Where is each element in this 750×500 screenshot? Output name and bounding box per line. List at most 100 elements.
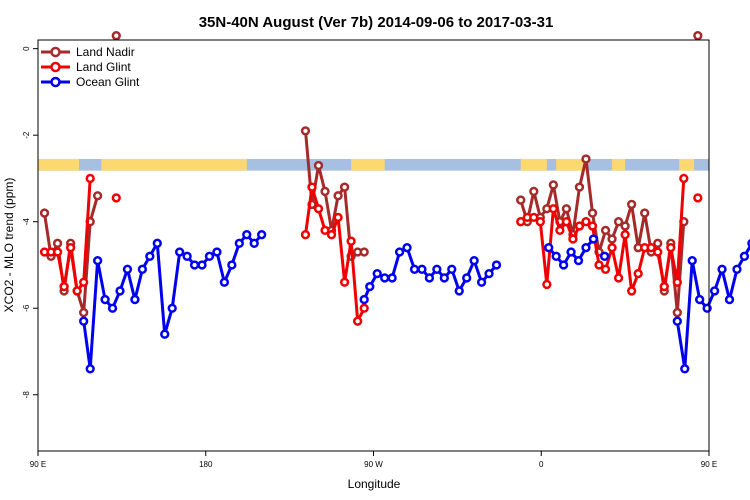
ocean-glint-point bbox=[581, 243, 591, 253]
land-glint-point bbox=[79, 277, 89, 287]
ocean-glint-point bbox=[732, 264, 742, 274]
land-glint-point bbox=[587, 221, 598, 231]
land-nadir-point bbox=[587, 208, 598, 218]
ocean-glint-point bbox=[152, 238, 162, 248]
ocean-glint-point bbox=[380, 273, 390, 283]
x-axis-label: Longitude bbox=[348, 477, 401, 491]
land-glint-point bbox=[574, 221, 585, 231]
ocean-glint-point bbox=[680, 364, 690, 374]
land-glint-point bbox=[600, 264, 611, 274]
series-land-glint bbox=[39, 173, 703, 326]
ocean-glint-point bbox=[469, 255, 479, 266]
ocean-glint-point bbox=[573, 255, 584, 266]
land-glint-point bbox=[353, 316, 363, 326]
land-nadir-point bbox=[529, 186, 539, 197]
ocean-glint-point bbox=[672, 316, 682, 326]
ocean-glint-line bbox=[82, 233, 263, 371]
ocean-glint-point bbox=[409, 264, 420, 274]
land-glint-point bbox=[359, 303, 369, 313]
y-tick-label: 0 bbox=[22, 46, 31, 51]
land-band-segment bbox=[556, 158, 588, 171]
ocean-glint-point bbox=[249, 238, 259, 248]
ocean-glint-point bbox=[599, 251, 610, 261]
ocean-glint-point bbox=[417, 264, 427, 274]
ocean-glint-point bbox=[702, 303, 712, 313]
land-glint-point bbox=[620, 230, 630, 240]
legend-item: Land Nadir bbox=[41, 45, 135, 59]
ocean-glint-point bbox=[558, 260, 569, 270]
land-glint-point bbox=[333, 212, 343, 223]
legend-label: Land Nadir bbox=[76, 45, 135, 59]
ocean-glint-point bbox=[551, 251, 561, 261]
land-glint-point bbox=[659, 281, 669, 292]
ocean-glint-point bbox=[739, 251, 750, 261]
ocean-glint-point bbox=[219, 277, 230, 287]
land-band-segment bbox=[38, 158, 80, 171]
land-nadir-point bbox=[548, 180, 559, 190]
land-nadir-point bbox=[79, 307, 89, 318]
ocean-glint-point bbox=[432, 264, 442, 274]
y-tick-label: -8 bbox=[22, 391, 31, 399]
ocean-glint-point bbox=[484, 268, 494, 279]
land-glint-point bbox=[326, 230, 337, 240]
land-glint-line bbox=[304, 185, 366, 323]
land-nadir-point bbox=[313, 160, 324, 171]
land-glint-point bbox=[594, 260, 604, 270]
ocean-glint-point bbox=[167, 303, 177, 313]
y-axis-label: XCO2 - MLO trend (ppm) bbox=[2, 178, 16, 313]
land-nadir-point bbox=[626, 199, 637, 210]
land-nadir-point bbox=[300, 126, 311, 136]
land-nadir-point bbox=[359, 247, 369, 257]
ocean-glint-point bbox=[204, 251, 215, 261]
ocean-glint-point bbox=[107, 303, 118, 313]
ocean-glint-point bbox=[85, 364, 95, 374]
ocean-glint-point bbox=[100, 294, 110, 305]
land-nadir-point bbox=[111, 31, 121, 41]
land-glint-point bbox=[529, 212, 539, 223]
land-nadir-point bbox=[640, 208, 650, 218]
land-glint-point bbox=[320, 225, 330, 236]
land-nadir-point bbox=[320, 186, 330, 197]
land-glint-point bbox=[613, 273, 624, 283]
land-glint-point bbox=[555, 225, 565, 236]
land-glint-point bbox=[672, 277, 682, 287]
y-tick-label: -2 bbox=[22, 131, 31, 139]
land-glint-point bbox=[542, 279, 552, 290]
ocean-glint-point bbox=[724, 294, 735, 305]
land-nadir-point bbox=[516, 195, 526, 205]
ocean-glint-point bbox=[394, 247, 405, 257]
x-axis: 90 E 180 90 W 0 90 E bbox=[30, 451, 717, 469]
land-glint-point bbox=[679, 173, 689, 184]
legend-marker bbox=[50, 61, 61, 73]
legend-item: Land Glint bbox=[41, 60, 131, 74]
y-tick-label: -6 bbox=[22, 304, 31, 312]
land-glint-point bbox=[581, 217, 591, 227]
ocean-glint-point bbox=[189, 260, 200, 270]
x-tick-label: 90 E bbox=[701, 460, 717, 469]
ocean-glint-point bbox=[687, 255, 697, 266]
land-nadir-point bbox=[600, 225, 611, 236]
x-tick-label: 180 bbox=[199, 460, 213, 469]
series-ocean-glint bbox=[79, 230, 750, 374]
land-glint-point bbox=[346, 236, 356, 246]
legend-label: Ocean Glint bbox=[76, 75, 140, 89]
ocean-glint-point bbox=[476, 277, 487, 287]
ocean-glint-point bbox=[234, 238, 244, 248]
ocean-glint-point bbox=[257, 230, 267, 240]
land-glint-point bbox=[561, 217, 572, 227]
ocean-glint-point bbox=[137, 264, 148, 274]
land-glint-point bbox=[52, 247, 63, 257]
series-layer bbox=[39, 31, 750, 374]
land-nadir-point bbox=[581, 154, 591, 164]
legend-item: Ocean Glint bbox=[41, 75, 140, 89]
ocean-glint-point bbox=[122, 264, 133, 274]
land-glint-point bbox=[535, 217, 545, 227]
land-nadir-point bbox=[693, 31, 703, 41]
ocean-glint-point bbox=[145, 251, 155, 261]
land-nadir-point bbox=[52, 238, 63, 248]
land-nadir-point bbox=[574, 182, 585, 192]
ocean-glint-point bbox=[424, 273, 435, 283]
land-nadir-point bbox=[607, 234, 617, 244]
